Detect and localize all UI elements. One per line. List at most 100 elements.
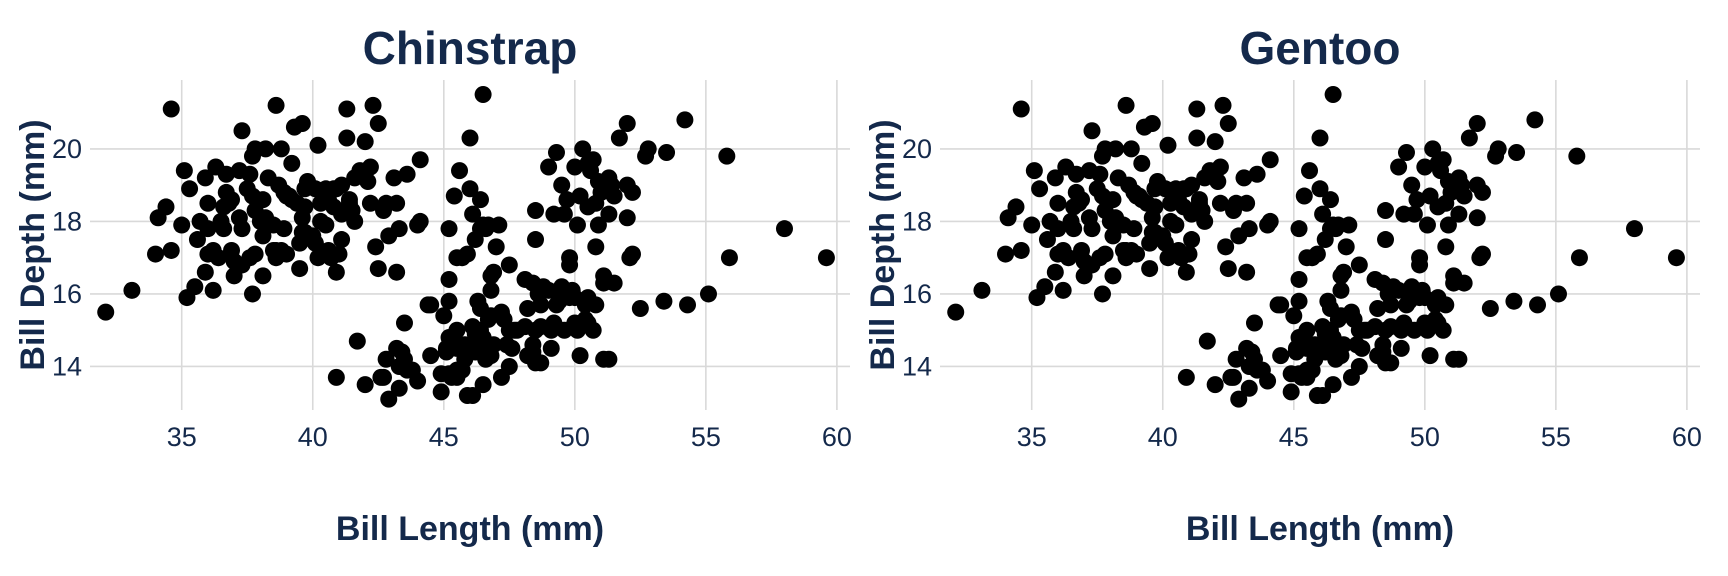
data-point bbox=[1295, 187, 1313, 205]
data-point bbox=[241, 165, 259, 183]
data-point bbox=[330, 245, 348, 263]
data-point bbox=[584, 321, 602, 339]
scatter-points bbox=[97, 86, 835, 408]
data-point bbox=[589, 216, 607, 234]
data-point bbox=[1568, 147, 1586, 165]
data-point bbox=[233, 122, 251, 140]
x-tick-label: 50 bbox=[560, 422, 590, 452]
data-point bbox=[1211, 158, 1229, 176]
y-axis-label: Bill Depth (mm) bbox=[864, 119, 902, 370]
data-point bbox=[1219, 260, 1237, 278]
data-point bbox=[1437, 296, 1455, 314]
data-point bbox=[1128, 245, 1146, 263]
data-point bbox=[600, 205, 618, 223]
data-point bbox=[1054, 281, 1072, 299]
data-point bbox=[288, 194, 306, 212]
data-point bbox=[162, 241, 180, 259]
scatter-points bbox=[947, 86, 1685, 408]
data-point bbox=[1411, 249, 1429, 267]
y-tick-label: 14 bbox=[902, 351, 932, 381]
data-point bbox=[369, 260, 387, 278]
data-point bbox=[390, 379, 408, 397]
data-point bbox=[375, 368, 393, 386]
data-point bbox=[1321, 191, 1339, 209]
x-tick-label: 45 bbox=[1279, 422, 1309, 452]
data-point bbox=[317, 216, 335, 234]
data-point bbox=[272, 140, 290, 158]
data-point bbox=[1382, 296, 1400, 314]
data-point bbox=[97, 303, 115, 321]
data-point bbox=[1248, 165, 1266, 183]
data-point bbox=[1219, 115, 1237, 133]
data-point bbox=[411, 151, 429, 169]
data-point bbox=[1481, 299, 1499, 317]
data-point bbox=[254, 191, 272, 209]
data-point bbox=[278, 245, 296, 263]
data-point bbox=[1104, 191, 1122, 209]
data-point bbox=[440, 270, 458, 288]
x-tick-label: 40 bbox=[298, 422, 328, 452]
data-point bbox=[1455, 187, 1473, 205]
data-point bbox=[540, 158, 558, 176]
data-point bbox=[1301, 162, 1319, 180]
data-point bbox=[196, 169, 214, 187]
data-point bbox=[471, 191, 489, 209]
data-point bbox=[1122, 140, 1140, 158]
data-point bbox=[1073, 241, 1091, 259]
data-point bbox=[1405, 205, 1423, 223]
x-axis-label: Bill Length (mm) bbox=[336, 510, 604, 548]
data-point bbox=[474, 376, 492, 394]
data-point bbox=[257, 140, 275, 158]
data-point bbox=[487, 238, 505, 256]
data-point bbox=[1206, 376, 1224, 394]
data-point bbox=[196, 263, 214, 281]
data-point bbox=[1392, 339, 1410, 357]
data-point bbox=[233, 220, 251, 238]
data-point bbox=[584, 151, 602, 169]
data-point bbox=[1230, 390, 1248, 408]
data-point bbox=[1025, 162, 1043, 180]
data-point bbox=[524, 336, 542, 354]
data-point bbox=[1324, 376, 1342, 394]
data-point bbox=[605, 187, 623, 205]
data-point bbox=[1183, 176, 1201, 194]
data-point bbox=[1096, 245, 1114, 263]
data-point bbox=[1529, 296, 1547, 314]
data-point bbox=[1104, 227, 1122, 245]
y-tick-labels: 14 16 18 20 bbox=[52, 134, 82, 382]
data-point bbox=[1290, 292, 1308, 310]
data-point bbox=[1421, 347, 1439, 365]
data-point bbox=[1324, 86, 1342, 104]
data-point bbox=[623, 183, 641, 201]
data-point bbox=[1272, 347, 1290, 365]
data-point bbox=[1314, 205, 1332, 223]
data-point bbox=[1117, 96, 1135, 114]
data-point bbox=[1424, 140, 1442, 158]
data-point bbox=[553, 176, 571, 194]
data-point bbox=[327, 368, 345, 386]
data-point bbox=[445, 187, 463, 205]
data-point bbox=[209, 249, 227, 267]
data-point bbox=[1311, 180, 1329, 198]
data-point bbox=[1143, 115, 1161, 133]
data-point bbox=[1036, 278, 1054, 296]
y-tick-label: 20 bbox=[902, 134, 932, 164]
data-point bbox=[461, 129, 479, 147]
data-point bbox=[1065, 220, 1083, 238]
data-point bbox=[251, 212, 269, 230]
data-point bbox=[1434, 321, 1452, 339]
data-point bbox=[1240, 379, 1258, 397]
data-point bbox=[364, 96, 382, 114]
data-point bbox=[1238, 263, 1256, 281]
data-point bbox=[162, 100, 180, 118]
y-tick-label: 14 bbox=[52, 351, 82, 381]
data-point bbox=[1397, 144, 1415, 162]
x-tick-label: 50 bbox=[1410, 422, 1440, 452]
data-point bbox=[1468, 115, 1486, 133]
data-point bbox=[1049, 194, 1067, 212]
data-point bbox=[361, 194, 379, 212]
data-point bbox=[1245, 314, 1263, 332]
data-point bbox=[1353, 339, 1371, 357]
data-point bbox=[327, 263, 345, 281]
data-point bbox=[422, 347, 440, 365]
